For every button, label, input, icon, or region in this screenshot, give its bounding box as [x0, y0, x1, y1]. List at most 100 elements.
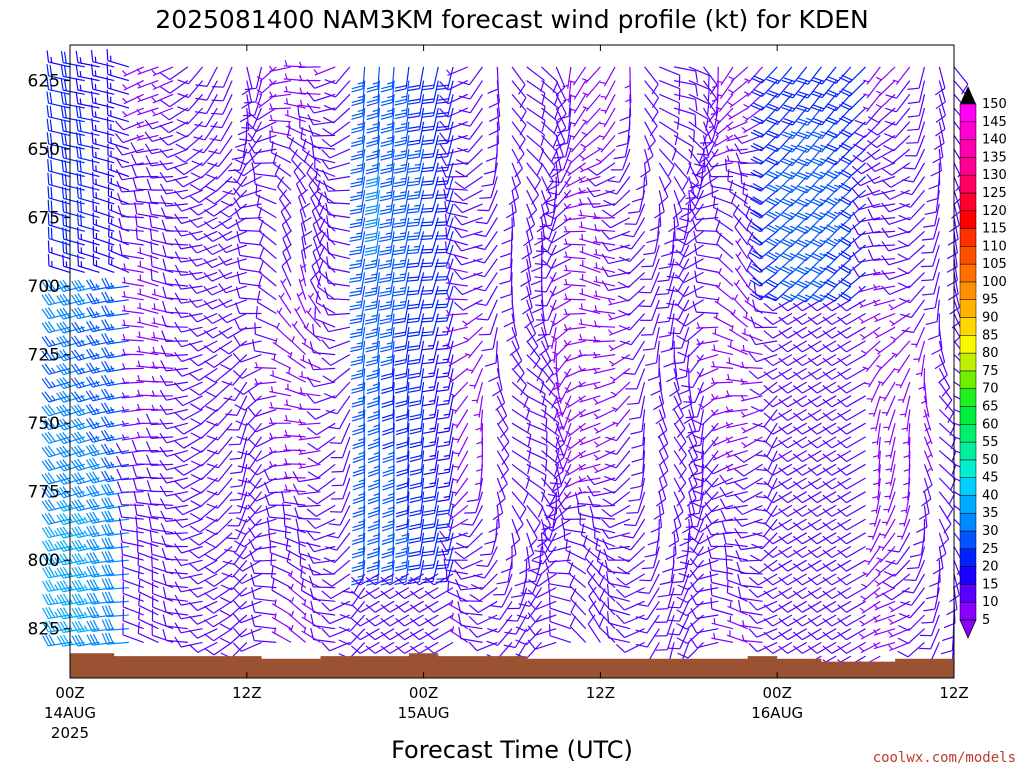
wind-barb — [270, 565, 292, 589]
wind-barb — [620, 230, 646, 250]
wind-barb — [305, 307, 321, 328]
wind-barb — [322, 180, 350, 192]
wind-barb — [825, 66, 852, 84]
wind-barb — [655, 614, 675, 637]
wind-barb — [711, 134, 734, 148]
wind-barb — [709, 570, 734, 589]
wind-barb — [810, 176, 837, 194]
wind-barb — [271, 599, 292, 616]
wind-barb — [251, 162, 277, 178]
wind-barb — [763, 367, 793, 380]
x-axis-label: Forecast Time (UTC) — [391, 736, 633, 764]
wind-barb — [453, 559, 483, 570]
wind-barb — [526, 66, 545, 92]
wind-barb — [268, 417, 292, 424]
wind-barb — [793, 463, 822, 476]
wind-barb — [321, 354, 351, 366]
wind-barb — [321, 169, 350, 181]
wind-barb — [822, 408, 852, 422]
wind-barb — [232, 627, 262, 638]
wind-barb — [488, 354, 500, 383]
wind-barb — [822, 532, 852, 545]
wind-barb — [712, 66, 719, 89]
wind-barb — [737, 586, 763, 602]
wind-barb — [714, 207, 734, 232]
wind-barb — [872, 436, 881, 459]
wind-barb — [610, 148, 631, 171]
wind-barb — [422, 368, 439, 393]
wind-barb — [476, 546, 498, 567]
colorbar-label: 125 — [982, 186, 1007, 201]
wind-barb — [380, 600, 410, 613]
colorbar-segment — [959, 566, 977, 585]
wind-barb — [234, 318, 262, 330]
wind-barb — [283, 514, 306, 534]
wind-barb — [616, 573, 645, 586]
wind-barb — [810, 66, 837, 85]
wind-barb — [315, 290, 336, 315]
wind-barb — [249, 550, 277, 562]
colorbar-label: 5 — [982, 613, 990, 628]
wind-barb — [837, 299, 866, 312]
wind-barb — [737, 573, 763, 589]
wind-barb — [189, 381, 218, 396]
wind-barb — [473, 244, 498, 264]
wind-barb — [877, 368, 896, 387]
wind-barb — [219, 614, 248, 631]
wind-barb — [740, 344, 763, 356]
wind-barb — [160, 207, 188, 219]
wind-barb — [326, 215, 351, 232]
wind-barb — [288, 137, 307, 164]
wind-barb — [704, 513, 734, 524]
wind-barb — [122, 595, 144, 616]
wind-barb — [563, 238, 586, 246]
wind-barb — [301, 244, 313, 273]
wind-barb — [174, 581, 203, 593]
colorbar-top-arrow — [960, 86, 976, 104]
wind-barb — [515, 628, 542, 646]
wind-barb — [690, 594, 719, 606]
wind-barb — [763, 463, 793, 476]
wind-barb — [407, 313, 425, 338]
wind-barb — [395, 395, 410, 422]
wind-barb — [871, 423, 881, 445]
wind-barb — [481, 327, 498, 352]
wind-barb — [580, 134, 601, 150]
wind-barb — [807, 326, 837, 339]
wind-barb — [529, 559, 557, 576]
wind-barb — [635, 600, 660, 621]
wind-barb — [639, 299, 660, 321]
wind-barb — [885, 436, 896, 459]
wind-barb — [422, 505, 439, 530]
wind-barb — [271, 578, 292, 602]
wind-barb — [601, 528, 631, 539]
wind-barb — [750, 162, 778, 179]
wind-barb — [897, 217, 925, 234]
wind-barb — [380, 641, 410, 654]
wind-barb — [923, 450, 934, 473]
wind-barb — [136, 107, 159, 116]
colorbar-label: 55 — [982, 435, 999, 450]
wind-barb — [780, 230, 808, 248]
wind-barb — [106, 48, 130, 68]
wind-barb — [607, 597, 631, 616]
wind-barb — [409, 464, 425, 490]
wind-barb — [822, 340, 852, 353]
wind-barb — [722, 532, 748, 548]
wind-barb — [159, 459, 189, 471]
wind-barb — [76, 159, 100, 178]
wind-barb — [351, 614, 380, 627]
wind-barb — [162, 286, 188, 301]
wind-barb — [395, 587, 424, 600]
wind-barb — [151, 568, 174, 589]
colorbar-label: 100 — [982, 275, 1007, 290]
wind-barb — [366, 94, 380, 121]
wind-barb — [174, 491, 203, 503]
wind-barb — [725, 421, 748, 429]
wind-barb — [747, 231, 763, 260]
wind-barb — [642, 327, 660, 351]
wind-barb — [396, 450, 410, 477]
wind-barb — [118, 217, 144, 232]
wind-barb — [822, 573, 852, 586]
wind-barb — [735, 238, 749, 260]
